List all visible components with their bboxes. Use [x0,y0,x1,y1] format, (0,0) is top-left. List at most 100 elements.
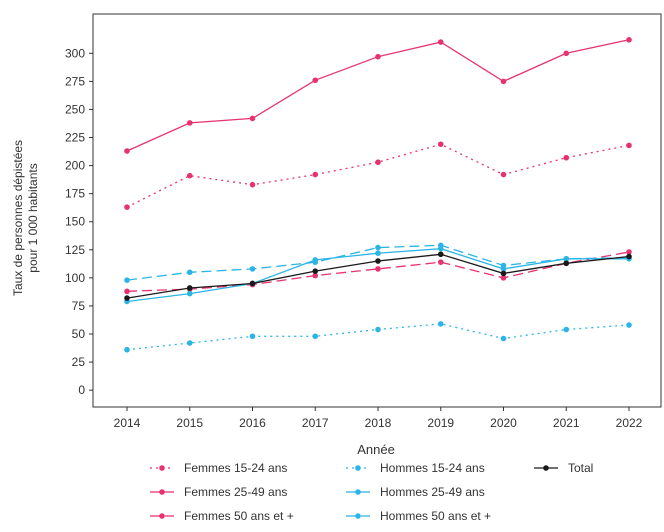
data-point [249,115,256,122]
y-tick-label: 25 [72,355,86,369]
plot-frame [92,13,662,408]
data-point [312,268,319,274]
data-point [626,37,632,43]
series-line [126,143,630,208]
data-point [375,258,381,264]
data-point [500,270,507,277]
data-point [626,249,632,255]
data-point [124,204,130,210]
data-point [500,335,507,342]
y-axis-label-line-2: pour 1 000 habitants [26,163,40,272]
series-femmes-25-49-ans [124,37,632,154]
x-tick-label: 2021 [553,416,580,430]
data-point [437,251,444,258]
data-point [626,322,632,328]
series-line [126,244,630,281]
data-point [186,120,193,126]
data-point [186,172,193,179]
series-hommes-15-24-ans [124,321,632,353]
data-point [186,290,193,297]
legend-marker [543,465,549,471]
y-tick-label: 300 [65,46,85,60]
data-point [563,50,570,57]
legend-item: Hommes 25-49 ans [346,485,485,499]
data-point [437,259,444,265]
data-point [500,78,507,85]
y-tick-label: 200 [65,159,85,173]
x-tick-label: 2017 [302,416,329,430]
legend-marker [355,513,361,519]
axes: 0 25 50 75 100 125 150 175 200 225 250 275 300 2014 20… [65,46,643,430]
data-point [626,142,632,149]
data-point [124,277,130,283]
data-point [186,269,193,276]
y-tick-label: 100 [65,271,85,285]
data-point [249,181,256,188]
x-axis-label: Année [357,442,395,457]
y-tick-label: 250 [65,102,85,116]
legend-item: Femmes 50 ans et + [150,509,294,523]
data-point [312,259,319,265]
data-point [375,250,381,256]
legend-label: Femmes 25-49 ans [184,485,287,499]
series-line [126,248,629,303]
y-tick-label: 125 [65,243,85,257]
legend-marker [159,489,165,495]
legend-item: Total [534,461,593,475]
y-tick-label: 175 [65,187,85,201]
x-tick-label: 2015 [176,416,203,430]
legend-label: Hommes 50 ans et + [380,509,491,523]
legend-item: Femmes 25-49 ans [150,485,287,499]
y-tick-label: 150 [65,215,85,229]
x-tick-label: 2018 [365,416,392,430]
data-point [124,295,130,301]
legend-label: Femmes 50 ans et + [184,509,294,523]
legend-label: Femmes 15-24 ans [184,461,287,475]
legend-label: Hommes 15-24 ans [380,461,485,475]
x-tick-label: 2019 [427,416,454,430]
data-point [375,159,381,166]
data-point [437,141,444,148]
data-point [563,260,570,267]
legend-label: Total [568,461,593,475]
data-point [249,280,256,287]
x-tick-label: 2020 [490,416,517,430]
legend-item: Femmes 15-24 ans [150,461,287,475]
data-point [186,285,193,291]
legend-item: Hommes 50 ans et + [346,509,491,523]
series-hommes-50-ans-et- [124,242,632,283]
data-point [249,266,256,272]
legend-marker [355,465,361,471]
y-tick-label: 275 [65,74,85,88]
y-axis-label: Taux de personnes dépistées pour 1 000 h… [11,140,40,296]
data-point [437,242,444,249]
y-tick-label: 50 [72,327,86,341]
data-point [124,288,130,295]
x-tick-label: 2022 [616,416,643,430]
data-point [437,39,444,45]
legend: Femmes 15-24 ans Femmes 25-49 ans Femmes 5… [150,461,593,523]
data-point [312,272,319,279]
legend-marker [159,465,165,471]
data-point [437,321,444,327]
data-point [124,346,130,353]
legend-label: Hommes 25-49 ans [380,485,485,499]
x-tick-label: 2016 [239,416,266,430]
data-point [375,53,381,60]
series-total [124,251,632,301]
data-point [249,333,256,340]
series-femmes-15-24-ans [124,141,632,210]
series-layer [124,37,632,353]
data-point [563,326,570,333]
y-tick-label: 75 [72,299,86,313]
plot-area [92,13,662,408]
data-point [626,253,632,260]
data-point [186,340,193,346]
legend-marker [159,513,165,519]
legend-item: Hommes 15-24 ans [346,461,485,475]
data-point [563,255,570,262]
data-point [375,244,381,251]
series-hommes-25-49-ans [124,245,632,305]
data-point [500,171,507,178]
